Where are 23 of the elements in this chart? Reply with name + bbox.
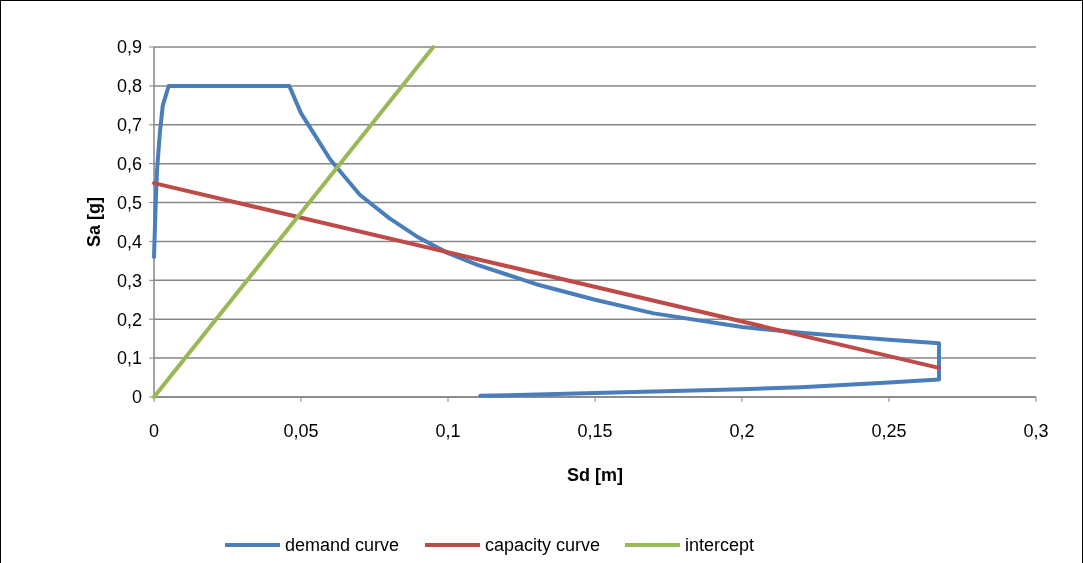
y-tick-label: 0,2 [116,309,142,330]
y-axis-title: Sa [g] [84,196,104,248]
legend-label: demand curve [285,535,400,556]
y-tick-label: 0,5 [116,192,142,213]
y-tick-label: 0,3 [116,270,142,291]
x-tick-label: 0 [148,421,160,441]
x-tick-label: 0,25 [871,421,907,441]
legend-label: intercept [685,535,755,556]
x-tick-label: 0,2 [729,421,755,441]
y-tick-label: 0,8 [116,76,142,97]
y-tick-label: 0 [131,387,142,408]
y-tick-label: 0,7 [116,115,142,136]
y-tick-label: 0,9 [116,37,142,58]
line-series [152,83,941,398]
x-tick-label: 0,1 [435,421,461,441]
y-tick-label: 0,4 [116,231,142,252]
legend-label: capacity curve [485,535,601,556]
y-tick-label: 0,1 [116,348,142,369]
x-tick-label: 0,15 [577,421,613,441]
x-axis-title: Sd [m] [567,465,623,485]
x-tick-label: 0,05 [283,421,319,441]
x-tick-label: 0,3 [1023,421,1049,441]
y-tick-label: 0,6 [116,153,142,174]
